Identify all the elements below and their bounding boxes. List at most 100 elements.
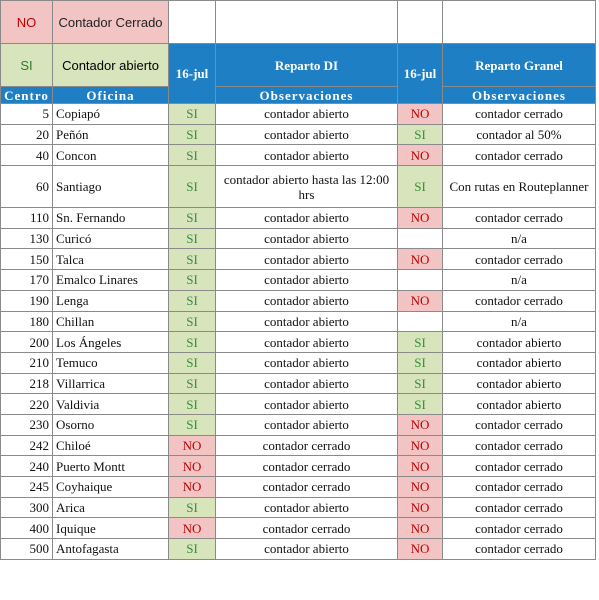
centro-cell: 20 (0, 123, 53, 146)
table-row: 220 Valdivia SI contador abierto SI contador … (0, 393, 596, 415)
oficina-cell: Osorno (52, 413, 169, 436)
granel-observacion-cell: contador cerrado (442, 434, 596, 457)
centro-cell: 190 (0, 289, 53, 312)
oficina-header: Oficina (52, 86, 169, 104)
reparto-granel-header: Reparto Granel (442, 43, 596, 87)
granel-status-cell (397, 227, 443, 250)
centro-cell: 220 (0, 393, 53, 415)
di-status-cell: SI (168, 269, 216, 291)
granel-status-cell: NO (397, 413, 443, 436)
centro-cell: 150 (0, 248, 53, 271)
di-observacion-cell: contador abierto (215, 227, 398, 250)
empty-cell (442, 0, 596, 44)
centro-cell: 245 (0, 476, 53, 498)
di-observacion-cell: contador abierto (215, 207, 398, 229)
table-row: 500 Antofagasta SI contador abierto NO contad… (0, 538, 596, 560)
oficina-cell: Chillan (52, 310, 169, 333)
di-observacion-cell: contador abierto (215, 496, 398, 519)
granel-status-cell: NO (397, 455, 443, 477)
oficina-cell: Concon (52, 144, 169, 167)
di-status-cell: SI (168, 207, 216, 229)
granel-status-cell: NO (397, 476, 443, 498)
granel-status-cell: NO (397, 496, 443, 519)
granel-status-cell: SI (397, 372, 443, 395)
table-row: 5 Copiapó SI contador abierto NO contador cer… (0, 103, 596, 125)
granel-status-cell: NO (397, 144, 443, 167)
di-status-cell: NO (168, 455, 216, 477)
granel-observacion-cell: contador cerrado (442, 517, 596, 540)
di-status-cell: SI (168, 248, 216, 271)
legend-si-text: Contador abierto (52, 43, 169, 87)
table-row: 210 Temuco SI contador abierto SI contador ab… (0, 351, 596, 374)
date-header-granel: 16-jul (397, 43, 443, 104)
di-status-cell: SI (168, 144, 216, 167)
di-observacion-cell: contador abierto (215, 310, 398, 333)
oficina-cell: Temuco (52, 351, 169, 374)
granel-status-cell: NO (397, 289, 443, 312)
granel-status-cell: SI (397, 393, 443, 415)
di-status-cell: SI (168, 289, 216, 312)
legend-row-no: NO Contador Cerrado (0, 0, 596, 44)
di-observacion-cell: contador abierto (215, 393, 398, 415)
granel-observacion-cell: contador abierto (442, 372, 596, 395)
di-observacion-cell: contador abierto (215, 123, 398, 146)
centro-cell: 230 (0, 413, 53, 436)
centro-cell: 200 (0, 331, 53, 353)
granel-status-cell: NO (397, 517, 443, 540)
di-observacion-cell: contador cerrado (215, 476, 398, 498)
di-status-cell: SI (168, 227, 216, 250)
granel-observacion-cell: contador cerrado (442, 207, 596, 229)
oficina-cell: Peñón (52, 123, 169, 146)
oficina-cell: Lenga (52, 289, 169, 312)
di-observacion-cell: contador abierto (215, 289, 398, 312)
di-status-cell: NO (168, 476, 216, 498)
di-observacion-cell: contador abierto (215, 269, 398, 291)
table-row: 300 Arica SI contador abierto NO contador cer… (0, 496, 596, 519)
table-row: 400 Iquique NO contador cerrado NO contador c… (0, 517, 596, 540)
granel-observacion-cell: contador cerrado (442, 476, 596, 498)
centro-cell: 500 (0, 538, 53, 560)
oficina-cell: Villarrica (52, 372, 169, 395)
di-observacion-cell: contador cerrado (215, 434, 398, 457)
oficina-cell: Valdivia (52, 393, 169, 415)
centro-cell: 60 (0, 165, 53, 209)
granel-status-cell (397, 269, 443, 291)
di-observacion-cell: contador abierto (215, 413, 398, 436)
di-status-cell: SI (168, 372, 216, 395)
empty-cell (168, 0, 216, 44)
table-row: 20 Peñón SI contador abierto SI contador al 5… (0, 123, 596, 146)
oficina-cell: Talca (52, 248, 169, 271)
granel-status-cell: NO (397, 434, 443, 457)
di-status-cell: SI (168, 165, 216, 209)
granel-status-cell: NO (397, 103, 443, 125)
di-observacion-cell: contador abierto (215, 144, 398, 167)
centro-cell: 210 (0, 351, 53, 374)
centro-cell: 40 (0, 144, 53, 167)
di-observacion-cell: contador abierto hasta las 12:00 hrs (215, 165, 398, 209)
di-status-cell: SI (168, 331, 216, 353)
di-status-cell: SI (168, 496, 216, 519)
table-row: 180 Chillan SI contador abierto n/a (0, 310, 596, 333)
empty-cell (397, 0, 443, 44)
di-status-cell: SI (168, 310, 216, 333)
granel-status-cell: NO (397, 207, 443, 229)
table-row: 150 Talca SI contador abierto NO contador cer… (0, 248, 596, 271)
empty-cell (215, 0, 398, 44)
centro-cell: 180 (0, 310, 53, 333)
legend-no-text: Contador Cerrado (52, 0, 169, 44)
centro-cell: 130 (0, 227, 53, 250)
granel-observacion-cell: contador cerrado (442, 103, 596, 125)
oficina-cell: Sn. Fernando (52, 207, 169, 229)
di-observacion-cell: contador abierto (215, 331, 398, 353)
granel-status-cell: NO (397, 538, 443, 560)
oficina-cell: Copiapó (52, 103, 169, 125)
table-row: 60 Santiago SI contador abierto hasta las 1… (0, 165, 596, 209)
granel-observacion-cell: n/a (442, 310, 596, 333)
observaciones-granel-header: Observaciones (442, 86, 596, 104)
centro-cell: 218 (0, 372, 53, 395)
granel-observacion-cell: contador abierto (442, 351, 596, 374)
di-observacion-cell: contador abierto (215, 372, 398, 395)
centro-cell: 170 (0, 269, 53, 291)
di-status-cell: SI (168, 123, 216, 146)
granel-status-cell: SI (397, 331, 443, 353)
